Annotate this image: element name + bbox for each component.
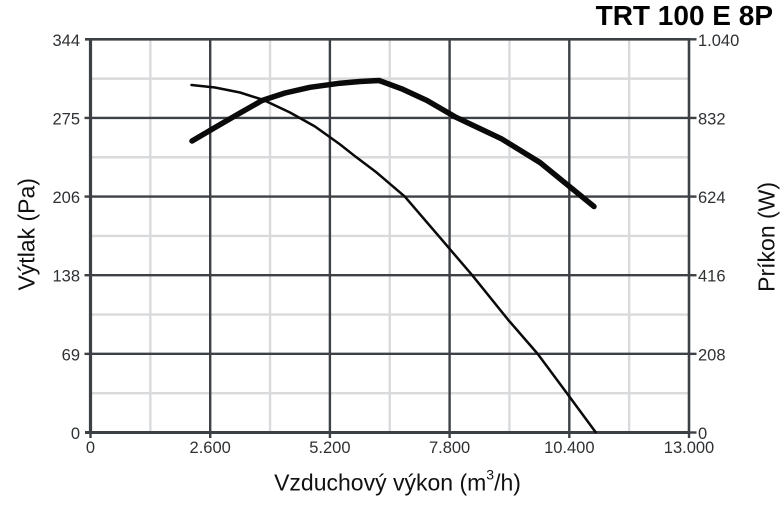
- svg-text:138: 138: [52, 268, 80, 286]
- svg-text:0: 0: [71, 425, 80, 443]
- svg-text:7.800: 7.800: [429, 439, 470, 457]
- svg-text:624: 624: [698, 189, 726, 207]
- svg-text:0: 0: [698, 425, 707, 443]
- svg-text:832: 832: [698, 110, 726, 128]
- svg-text:Výtlak (Pa): Výtlak (Pa): [14, 178, 40, 290]
- svg-text:10.400: 10.400: [544, 439, 594, 457]
- svg-text:Príkon (W): Príkon (W): [754, 182, 780, 292]
- svg-text:TRT 100 E 8P: TRT 100 E 8P: [596, 0, 773, 31]
- svg-text:69: 69: [62, 346, 80, 364]
- svg-text:2.600: 2.600: [190, 439, 231, 457]
- svg-text:208: 208: [698, 346, 726, 364]
- svg-text:Vzduchový výkon (m3/h): Vzduchový výkon (m3/h): [274, 467, 521, 496]
- svg-text:275: 275: [52, 110, 80, 128]
- svg-text:416: 416: [698, 268, 726, 286]
- svg-text:206: 206: [52, 189, 80, 207]
- svg-text:0: 0: [86, 439, 95, 457]
- svg-text:13.000: 13.000: [664, 439, 714, 457]
- svg-text:1.040: 1.040: [698, 32, 739, 50]
- svg-text:5.200: 5.200: [309, 439, 350, 457]
- svg-text:344: 344: [52, 32, 80, 50]
